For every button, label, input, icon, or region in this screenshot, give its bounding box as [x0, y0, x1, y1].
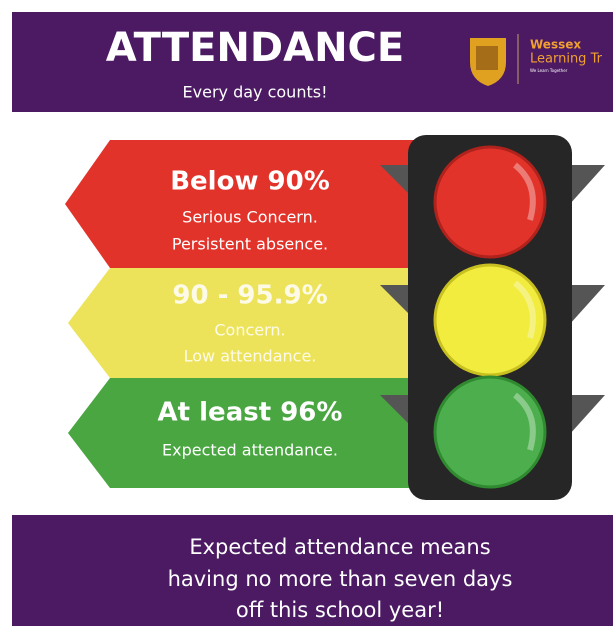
- logo-tagline: We Learn Together: [530, 68, 568, 73]
- traffic-light: [380, 135, 605, 500]
- footer-line: having no more than seven days: [168, 567, 513, 591]
- logo-emblem: [476, 46, 498, 70]
- red-light: [435, 147, 545, 257]
- band-line: Serious Concern.: [182, 208, 318, 227]
- band-line: Expected attendance.: [162, 441, 338, 460]
- subtitle: Every day counts!: [183, 83, 328, 102]
- title: ATTENDANCE: [106, 25, 404, 71]
- footer-line: Expected attendance means: [189, 535, 490, 559]
- logo-line2: Learning Tr: [530, 52, 603, 67]
- band-line: Persistent absence.: [172, 235, 328, 254]
- infographic: ATTENDANCE Every day counts! Wessex Lear…: [0, 0, 613, 626]
- band-title: 90 - 95.9%: [172, 281, 327, 311]
- page: ATTENDANCE Every day counts! Wessex Lear…: [0, 0, 613, 626]
- band-line: Concern.: [214, 321, 285, 340]
- band-title: At least 96%: [158, 398, 343, 428]
- footer-line: off this school year!: [236, 598, 444, 622]
- logo-name: Wessex: [530, 38, 581, 52]
- band-title: Below 90%: [170, 167, 330, 197]
- band-line: Low attendance.: [184, 347, 317, 366]
- yellow-light: [435, 265, 545, 375]
- green-light: [435, 377, 545, 487]
- band-green: [68, 378, 420, 488]
